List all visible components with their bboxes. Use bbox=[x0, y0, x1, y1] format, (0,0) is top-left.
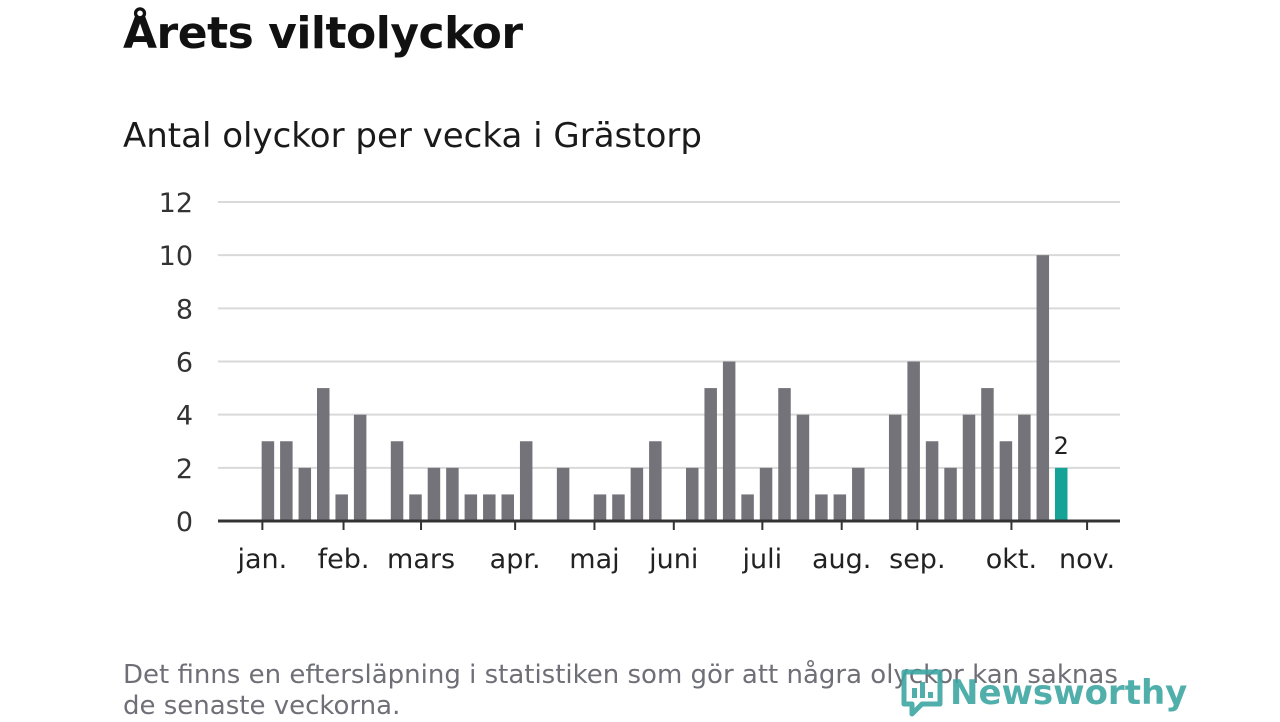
x-tick-label: feb. bbox=[318, 544, 370, 575]
x-tick-label: apr. bbox=[490, 544, 541, 575]
y-tick-label: 8 bbox=[176, 294, 193, 325]
x-tick-label: okt. bbox=[986, 544, 1037, 575]
bar bbox=[409, 494, 422, 521]
bar bbox=[796, 414, 810, 521]
bar bbox=[501, 494, 514, 521]
bar bbox=[630, 467, 644, 521]
chart-title: Årets viltolyckor bbox=[123, 8, 523, 59]
bar bbox=[649, 441, 662, 521]
x-tick-label: jan. bbox=[236, 544, 287, 575]
bar bbox=[962, 414, 976, 521]
footnote: Det finns en eftersläpning i statistiken… bbox=[123, 660, 1118, 721]
bar bbox=[907, 361, 920, 521]
bar bbox=[464, 494, 478, 521]
bar bbox=[593, 494, 607, 521]
gridlines bbox=[218, 201, 1120, 469]
bar bbox=[704, 388, 717, 521]
bar bbox=[686, 467, 699, 521]
bar bbox=[999, 441, 1013, 521]
bar bbox=[1036, 255, 1050, 521]
bar-chart: 0 2 4 6 8 10 12 2 jan. feb. mars apr. maj juni juli aug… bbox=[159, 188, 1120, 575]
bar bbox=[833, 494, 847, 521]
y-tick-label: 12 bbox=[159, 188, 193, 219]
bar bbox=[317, 388, 330, 521]
bar bbox=[427, 467, 441, 521]
bars bbox=[261, 255, 1068, 521]
x-axis bbox=[218, 519, 1120, 530]
bar bbox=[925, 441, 939, 521]
bar bbox=[852, 467, 865, 521]
bar bbox=[556, 467, 570, 521]
bar bbox=[778, 388, 791, 521]
bar bbox=[944, 467, 957, 521]
x-tick-label: nov. bbox=[1059, 544, 1115, 575]
bar bbox=[483, 494, 496, 521]
bar bbox=[722, 361, 736, 521]
newsworthy-logo: Newsworthy bbox=[900, 668, 1187, 718]
y-tick-label: 6 bbox=[176, 348, 193, 379]
newsworthy-logo-icon bbox=[901, 669, 943, 717]
x-tick-label: mars bbox=[387, 544, 455, 575]
bar bbox=[981, 388, 994, 521]
bar bbox=[261, 441, 275, 521]
bar bbox=[280, 441, 293, 521]
bar bbox=[390, 441, 404, 521]
bar bbox=[888, 414, 902, 521]
bar-highlight bbox=[1055, 467, 1068, 521]
bar bbox=[298, 467, 312, 521]
y-tick-label: 4 bbox=[176, 401, 193, 432]
bar bbox=[815, 494, 828, 521]
bar bbox=[446, 467, 459, 521]
logo-text: Newsworthy bbox=[950, 673, 1188, 713]
bar bbox=[353, 414, 367, 521]
x-tick-label: aug. bbox=[812, 544, 871, 575]
bar bbox=[335, 494, 348, 521]
bar bbox=[1018, 414, 1031, 521]
y-tick-label: 0 bbox=[176, 507, 193, 538]
x-tick-label: juli bbox=[742, 544, 783, 575]
x-tick-label: juni bbox=[648, 544, 698, 575]
x-tick-label: sep. bbox=[889, 544, 945, 575]
x-tick-label: maj bbox=[569, 544, 619, 575]
highlight-value-label: 2 bbox=[1054, 432, 1069, 460]
y-tick-label: 10 bbox=[159, 241, 193, 272]
y-tick-label: 2 bbox=[176, 454, 193, 485]
bar bbox=[759, 467, 773, 521]
tick-labels: 0 2 4 6 8 10 12 2 jan. feb. mars apr. maj juni juli aug… bbox=[159, 188, 1115, 575]
bar bbox=[741, 494, 754, 521]
bar bbox=[612, 494, 625, 521]
bar bbox=[519, 441, 533, 521]
chart-subtitle: Antal olyckor per vecka i Grästorp bbox=[123, 116, 702, 156]
